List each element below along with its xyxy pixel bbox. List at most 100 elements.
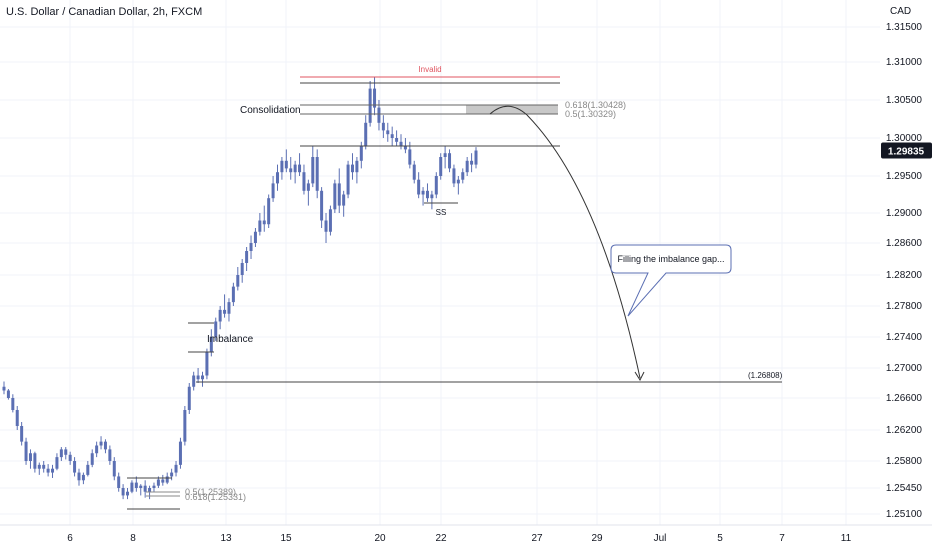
candle — [425, 183, 429, 202]
candle-body — [183, 410, 187, 442]
candle-body — [439, 157, 443, 176]
y-tick-label: 1.30000 — [886, 133, 923, 144]
candle — [64, 447, 68, 460]
candle-body — [51, 468, 55, 473]
candle — [346, 160, 350, 199]
candle-body — [236, 275, 240, 287]
candle — [448, 149, 452, 173]
candle-body — [386, 130, 390, 135]
candle-body — [342, 194, 346, 206]
candle — [333, 179, 337, 213]
candle-body — [46, 468, 50, 473]
candle-body — [192, 375, 196, 387]
candle — [68, 451, 72, 465]
y-tick-label: 1.25100 — [886, 509, 923, 520]
candle-body — [196, 375, 200, 380]
x-tick-label: 29 — [591, 533, 603, 544]
candle — [178, 437, 182, 469]
candle — [368, 81, 372, 127]
candle-body — [59, 449, 63, 458]
candle — [95, 441, 99, 458]
candle — [253, 228, 257, 247]
candle — [320, 187, 324, 228]
candle-body — [271, 183, 275, 199]
candle-body — [178, 441, 182, 465]
time-axis[interactable]: 6 8 13 15 20 22 27 29 Jul 5 7 11 — [0, 524, 932, 544]
candle-body — [258, 220, 262, 232]
candle-body — [121, 488, 125, 496]
candle-body — [461, 172, 465, 180]
candle-body — [2, 386, 6, 391]
price-axis[interactable]: 1.31500 1.31000 1.30500 1.30000 1.29500 1.290… — [886, 22, 923, 520]
candle — [170, 468, 174, 481]
candle-body — [112, 461, 116, 477]
candle-body — [368, 88, 372, 123]
candle-body — [134, 482, 138, 488]
candle-body — [55, 457, 59, 469]
candle — [11, 394, 15, 413]
candle — [271, 176, 275, 202]
candle-body — [165, 476, 169, 483]
candle — [399, 134, 403, 150]
candle — [315, 149, 319, 199]
candle — [46, 464, 50, 477]
candle — [395, 130, 399, 146]
candle — [15, 406, 19, 430]
candle-body — [240, 263, 244, 275]
y-tick-label: 1.25450 — [886, 483, 923, 494]
candle-body — [267, 198, 271, 225]
x-tick-label: 22 — [435, 533, 447, 544]
candle — [439, 153, 443, 180]
y-tick-label: 1.31500 — [886, 22, 923, 33]
currency-label: CAD — [890, 6, 912, 17]
candle-body — [470, 160, 474, 165]
candle-body — [320, 190, 324, 221]
candle — [152, 482, 156, 492]
candle-body — [465, 160, 469, 173]
imbalance-label: Imbalance — [207, 334, 254, 345]
candle-body — [298, 164, 302, 173]
consolidation-label: Consolidation — [240, 105, 301, 116]
candle — [298, 153, 302, 176]
y-tick-label: 1.28200 — [886, 270, 923, 281]
candle — [240, 259, 244, 283]
candle — [205, 348, 209, 380]
fib-zone — [466, 105, 558, 114]
candle-body — [364, 122, 368, 146]
candle-body — [15, 410, 19, 426]
x-tick-label: 5 — [717, 533, 723, 544]
x-tick-label: 27 — [531, 533, 543, 544]
candle-body — [350, 164, 354, 173]
candle-body — [249, 243, 253, 251]
candle — [275, 164, 279, 191]
candle-body — [81, 474, 85, 481]
y-tick-label: 1.30500 — [886, 95, 923, 106]
candle-body — [103, 441, 107, 450]
candle-body — [117, 476, 121, 488]
candle-body — [148, 488, 152, 492]
candle — [245, 247, 249, 271]
candle — [143, 480, 147, 498]
candle-body — [377, 107, 381, 123]
candle-body — [231, 286, 235, 303]
candle-body — [425, 190, 429, 199]
candle-body — [333, 183, 337, 210]
candle — [342, 190, 346, 217]
candle — [386, 122, 390, 142]
last-price-label: 1.29835 — [888, 147, 925, 158]
candle — [183, 406, 187, 446]
candle-body — [315, 157, 319, 191]
x-tick-label: 7 — [779, 533, 785, 544]
candle — [174, 461, 178, 477]
x-tick-label: 11 — [841, 533, 852, 544]
candle — [381, 115, 385, 138]
callout-text: Filling the imbalance gap... — [617, 254, 724, 264]
candle-body — [302, 172, 306, 191]
candle-body — [227, 302, 231, 314]
y-tick-label: 1.31000 — [886, 57, 923, 68]
candle — [262, 205, 266, 232]
y-tick-label: 1.27800 — [886, 301, 923, 312]
candle-body — [28, 453, 32, 461]
x-tick-label: 13 — [220, 533, 232, 544]
